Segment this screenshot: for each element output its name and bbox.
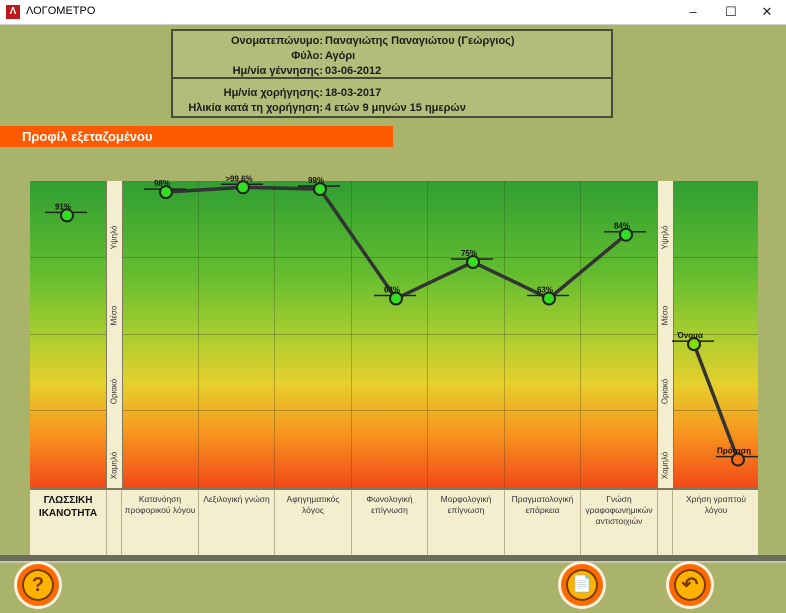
help-icon: ? [31, 574, 45, 596]
column-divider [427, 181, 428, 488]
data-point-marker [159, 185, 173, 200]
profile-chart-svg: 91% 98% >99.6% 99% 63% 75% 63% 84% Όνομα Πρόταση [45, 174, 758, 467]
admin-label: Ημ/νία χορήγησης: [223, 87, 323, 99]
app-logo-icon: Λ [6, 5, 20, 19]
column-divider [198, 490, 199, 556]
level-axis-right: Υψηλό Μέσο Οριακό Χαμηλό [657, 181, 674, 488]
data-point-label: 99% [308, 176, 324, 185]
data-point-marker [236, 180, 250, 195]
profile-section-header: Προφίλ εξεταζομένου [0, 126, 393, 147]
column-divider [672, 490, 673, 556]
gender-row: Φύλο: Αγόρι [173, 50, 611, 65]
data-point-marker [619, 227, 633, 242]
help-button-face: ? [22, 569, 54, 601]
data-point-label: 75% [461, 249, 477, 258]
age-row: Ηλικία κατά τη χορήγηση: 4 ετών 9 μηνών … [173, 102, 611, 117]
column-label-grapho-phonemic: Γνώση γραφοφωνημικών αντιστοιχιών [585, 494, 653, 526]
column-divider [274, 490, 275, 556]
data-point-marker [542, 291, 556, 306]
name-value: Παναγιώτης Παναγιώτου (Γεώργιος) [325, 35, 515, 47]
undo-arrow-icon: ↶ [681, 574, 699, 596]
gender-value: Αγόρι [325, 50, 356, 62]
birth-label: Ημ/νία γέννησης: [232, 65, 323, 77]
data-point-label: 63% [384, 286, 400, 295]
column-label-vocabulary: Λεξιλογική γνώση [203, 494, 270, 504]
column-divider [657, 490, 658, 556]
patient-info-panel: Ονοματεπώνυμο: Παναγιώτης Παναγιώτου (Γε… [171, 29, 613, 118]
overall-point-label: 91% [55, 202, 71, 211]
written-point-marker [687, 337, 701, 352]
gender-label: Φύλο: [291, 50, 323, 62]
back-button[interactable]: ↶ [666, 561, 714, 609]
profile-series-line [165, 185, 628, 301]
column-divider [351, 181, 352, 488]
minimize-button[interactable]: – [689, 4, 697, 19]
data-point-marker [389, 291, 403, 306]
overall-point-marker [60, 208, 74, 223]
column-label-narrative: Αφηγηματικός λόγος [286, 494, 340, 515]
age-label: Ηλικία κατά τη χορήγηση: [188, 102, 323, 114]
help-button[interactable]: ? [14, 561, 62, 609]
data-point-label: 98% [154, 179, 170, 188]
age-value: 4 ετών 9 μηνών 15 ημερών [325, 102, 466, 114]
band-divider [30, 410, 758, 411]
name-row: Ονοματεπώνυμο: Παναγιώτης Παναγιώτου (Γε… [173, 35, 611, 50]
column-label-oral-comprehension: Κατανόηση προφορικού λόγου [124, 494, 196, 515]
report-button[interactable]: 📄 [558, 561, 606, 609]
column-divider [106, 490, 107, 556]
data-point-marker [466, 255, 480, 270]
window-titlebar: Λ ΛΟΓΟΜΕΤΡΟ – ☐ ✕ [0, 0, 786, 25]
data-point-label: 63% [537, 286, 553, 295]
window-title: ΛΟΓΟΜΕΤΡΟ [26, 5, 96, 17]
column-divider [274, 181, 275, 488]
written-point-label: Πρόταση [717, 447, 751, 456]
profile-chart-area: Υψηλό Μέσο Οριακό Χαμηλό Υψηλό Μέσο Ορια… [30, 174, 758, 488]
written-point-label: Όνομα [676, 331, 703, 340]
column-label-written-language: Χρήση γραπτού λόγου [685, 494, 747, 515]
admin-value: 18-03-2017 [325, 87, 382, 99]
footer-divider [0, 555, 786, 561]
written-point-marker [731, 452, 745, 467]
document-icon: 📄 [572, 576, 592, 593]
column-label-pragmatic: Πραγματολογική επάρκεια [511, 494, 574, 515]
band-divider [30, 334, 758, 335]
column-divider [427, 490, 428, 556]
column-divider [121, 490, 122, 556]
report-button-face: 📄 [566, 569, 598, 601]
main-content: Ονοματεπώνυμο: Παναγιώτης Παναγιώτου (Γε… [0, 25, 786, 613]
info-divider [173, 77, 611, 79]
data-point-label: >99.6% [225, 174, 252, 183]
name-label: Ονοματεπώνυμο: [230, 35, 323, 47]
close-button[interactable]: ✕ [761, 4, 773, 19]
back-button-face: ↶ [674, 569, 706, 601]
column-divider [198, 181, 199, 488]
band-divider [30, 257, 758, 258]
column-divider [580, 181, 581, 488]
column-divider [351, 490, 352, 556]
maximize-button[interactable]: ☐ [725, 4, 737, 19]
data-point-label: 84% [614, 222, 630, 231]
level-axis-left: Υψηλό Μέσο Οριακό Χαμηλό [106, 181, 123, 488]
birth-value: 03-06-2012 [325, 65, 382, 77]
column-label-morphological: Μορφολογική επίγνωση [440, 494, 492, 515]
birth-row: Ημ/νία γέννησης: 03-06-2012 [173, 65, 611, 80]
language-ability-label: ΓΛΩΣΣΙΚΗ ΙΚΑΝΟΤΗΤΑ [38, 495, 98, 519]
written-series-line [692, 343, 740, 461]
column-labels-row: ΓΛΩΣΣΙΚΗ ΙΚΑΝΟΤΗΤΑ Κατανόηση προφορικού … [30, 488, 758, 556]
admin-row: Ημ/νία χορήγησης: 18-03-2017 [173, 87, 611, 102]
column-label-phonological: Φωνολογική επίγνωση [366, 494, 413, 515]
column-divider [504, 181, 505, 488]
data-point-marker [313, 182, 327, 197]
footer-divider-highlight [0, 561, 786, 563]
column-divider [580, 490, 581, 556]
column-divider [504, 490, 505, 556]
